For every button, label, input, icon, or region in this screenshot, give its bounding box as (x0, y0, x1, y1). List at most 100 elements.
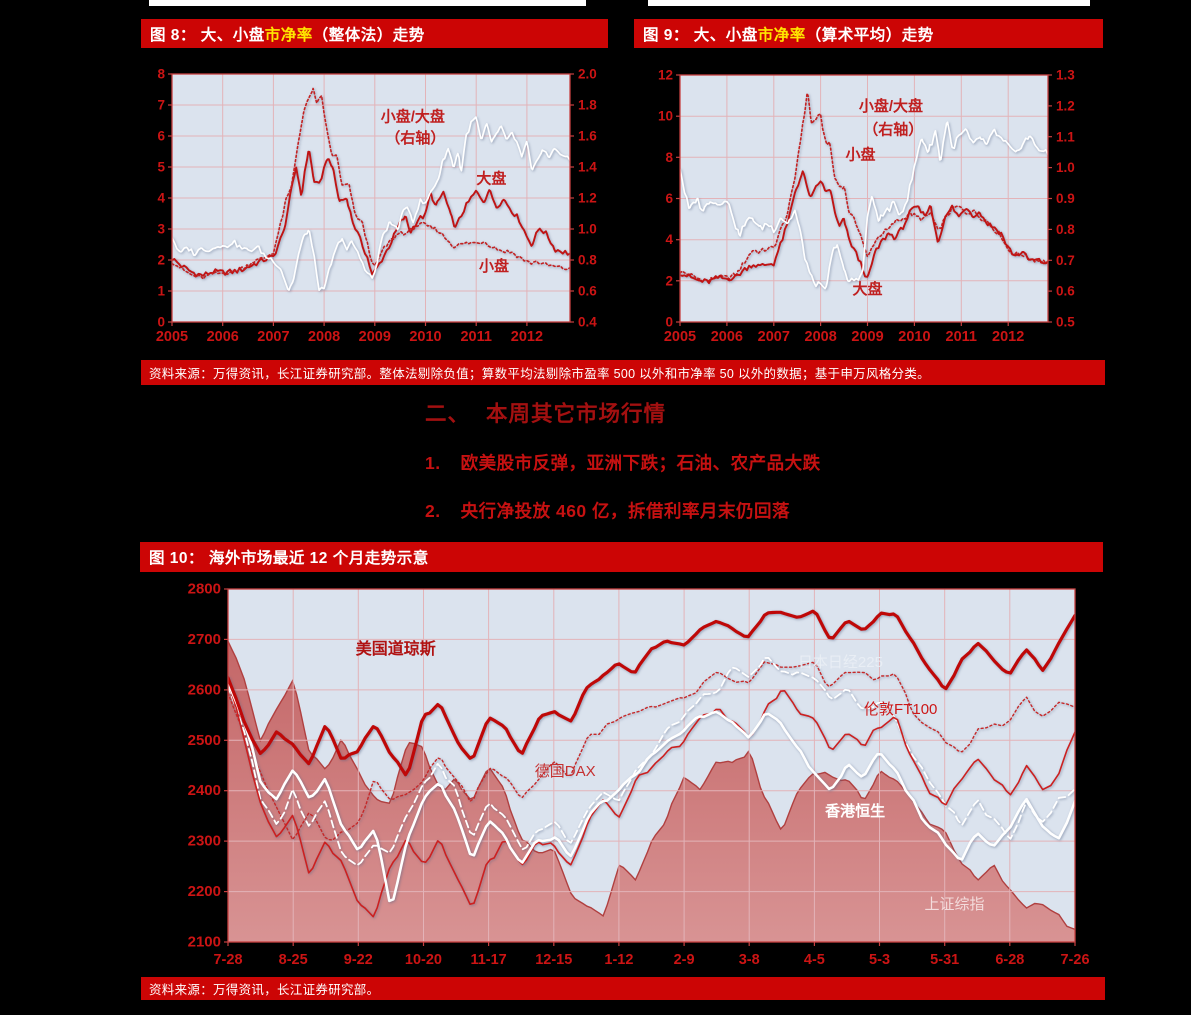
svg-text:0.5: 0.5 (1056, 315, 1075, 330)
source-note-2: 资料来源：万得资讯，长江证券研究部。 (141, 977, 1105, 1000)
svg-text:上证综指: 上证综指 (924, 896, 984, 913)
svg-text:0.8: 0.8 (578, 253, 597, 268)
page-edge-strip-left (149, 0, 586, 6)
svg-text:8: 8 (665, 150, 673, 165)
svg-text:7: 7 (157, 98, 165, 113)
svg-text:0.4: 0.4 (578, 315, 597, 330)
svg-text:10-20: 10-20 (405, 952, 442, 968)
figure9-chart: 0 2 4 6 8 10 12 0.5 0.6 0.7 0.8 0.9 1.0 1.1 1.2 1.3 2005… (658, 68, 1075, 346)
svg-text:5-31: 5-31 (930, 952, 959, 968)
svg-text:2500: 2500 (188, 732, 221, 749)
figure8-title-bar: 图 8： 大、小盘 市净率 （整体法）走势 (141, 19, 608, 48)
svg-text:1.1: 1.1 (1056, 129, 1075, 144)
section-item-2: 2. 央行净投放 460 亿，拆借利率月末仍回落 (425, 498, 790, 523)
svg-text:小盘/大盘: 小盘/大盘 (859, 97, 923, 115)
svg-text:2: 2 (157, 253, 165, 268)
figure8-title-pre: 图 8： 大、小盘 (150, 26, 265, 44)
figure10-chart: 2100 2200 2300 2400 2500 2600 2700 2800 7-28 8-25… (188, 581, 1090, 969)
section-heading-text: 本周其它市场行情 (486, 402, 667, 426)
figure10-title-bar: 图 10： 海外市场最近 12 个月走势示意 (140, 542, 1103, 572)
figure8-chart: 0 1 2 3 4 5 6 7 8 0.4 0.6 0.8 1.0 1.2 1.4 1.6 1.8 2.0 2005… (156, 67, 597, 346)
svg-text:5-3: 5-3 (869, 952, 890, 968)
svg-text:2009: 2009 (851, 329, 883, 345)
section-item-2-text: 央行净投放 460 亿，拆借利率月末仍回落 (460, 501, 791, 521)
svg-text:12: 12 (658, 68, 673, 83)
svg-text:小盘/大盘: 小盘/大盘 (381, 107, 445, 125)
svg-text:伦敦FT100: 伦敦FT100 (864, 701, 937, 718)
svg-text:1.6: 1.6 (578, 129, 597, 144)
figure9-title-pre: 图 9： 大、小盘 (643, 26, 758, 44)
svg-text:4: 4 (665, 232, 673, 247)
svg-text:2006: 2006 (207, 329, 239, 345)
svg-text:2005: 2005 (156, 329, 188, 345)
svg-text:（右轴）: （右轴） (385, 129, 445, 147)
figure8-title-highlight: 市净率 (264, 26, 313, 44)
source-note-2-text: 资料来源：万得资讯，长江证券研究部。 (149, 983, 380, 997)
section-heading-number: 二、 (425, 402, 471, 426)
svg-text:2100: 2100 (188, 934, 221, 951)
svg-text:2: 2 (665, 273, 673, 288)
svg-text:2011: 2011 (946, 329, 977, 345)
svg-text:2012: 2012 (511, 329, 543, 345)
svg-text:2008: 2008 (805, 329, 837, 345)
svg-text:美国道琼斯: 美国道琼斯 (356, 639, 436, 658)
svg-text:10: 10 (658, 109, 673, 124)
svg-text:1.8: 1.8 (578, 98, 597, 113)
svg-text:9-22: 9-22 (344, 952, 373, 968)
figure10-title: 图 10： 海外市场最近 12 个月走势示意 (149, 550, 429, 567)
svg-text:1.3: 1.3 (1056, 68, 1075, 83)
svg-text:8-25: 8-25 (279, 952, 308, 968)
svg-text:2011: 2011 (460, 329, 491, 345)
svg-text:6-28: 6-28 (995, 952, 1024, 968)
svg-text:1: 1 (157, 284, 165, 299)
section-item-1-number: 1. (425, 453, 441, 473)
svg-text:1-12: 1-12 (604, 952, 633, 968)
svg-text:0: 0 (665, 315, 673, 330)
svg-text:0.9: 0.9 (1056, 191, 1075, 206)
svg-text:2300: 2300 (188, 833, 221, 850)
svg-text:3: 3 (157, 222, 165, 237)
svg-text:大盘: 大盘 (853, 280, 883, 298)
figure9-title-highlight: 市净率 (757, 26, 806, 44)
svg-text:6: 6 (157, 129, 165, 144)
svg-text:2007: 2007 (257, 329, 289, 345)
svg-text:2600: 2600 (188, 681, 221, 698)
svg-text:0.7: 0.7 (1056, 253, 1075, 268)
svg-text:1.0: 1.0 (1056, 160, 1075, 175)
page-edge-strip-right (648, 0, 1090, 6)
figure9-title-bar: 图 9： 大、小盘 市净率 （算术平均）走势 (634, 19, 1103, 48)
svg-text:2.0: 2.0 (578, 67, 597, 82)
svg-text:2800: 2800 (188, 581, 221, 598)
svg-text:小盘: 小盘 (479, 257, 509, 275)
svg-text:2010: 2010 (898, 329, 930, 345)
svg-text:2-9: 2-9 (674, 952, 695, 968)
svg-text:2006: 2006 (711, 329, 743, 345)
svg-text:5: 5 (157, 160, 165, 175)
svg-text:2008: 2008 (308, 329, 340, 345)
source-note-1: 资料来源：万得资讯，长江证券研究部。整体法剔除负值；算数平均法剔除市盈率 500… (141, 360, 1105, 385)
svg-text:0.6: 0.6 (578, 284, 597, 299)
section-heading: 二、 本周其它市场行情 (425, 397, 666, 428)
svg-text:4: 4 (157, 191, 165, 206)
figure9-title-post: （算术平均）走势 (805, 26, 934, 44)
svg-text:2005: 2005 (664, 329, 696, 345)
svg-text:2007: 2007 (758, 329, 790, 345)
svg-text:4-5: 4-5 (804, 952, 825, 968)
svg-text:0.6: 0.6 (1056, 284, 1075, 299)
svg-text:小盘: 小盘 (845, 145, 875, 163)
svg-text:7-28: 7-28 (213, 952, 242, 968)
svg-text:（右轴）: （右轴） (863, 121, 923, 139)
svg-text:2200: 2200 (188, 883, 221, 900)
figure8-title-post: （整体法）走势 (312, 26, 425, 44)
svg-text:2400: 2400 (188, 782, 221, 799)
svg-text:8: 8 (157, 67, 165, 82)
svg-text:0: 0 (157, 315, 165, 330)
svg-text:德国DAX: 德国DAX (535, 762, 596, 780)
svg-text:11-17: 11-17 (470, 952, 506, 968)
svg-text:日本日经225: 日本日经225 (798, 654, 883, 671)
source-note-1-text: 资料来源：万得资讯，长江证券研究部。整体法剔除负值；算数平均法剔除市盈率 500… (149, 367, 930, 381)
section-item-1-text: 欧美股市反弹，亚洲下跌；石油、农产品大跌 (460, 453, 821, 473)
svg-text:大盘: 大盘 (476, 169, 506, 187)
svg-text:2009: 2009 (359, 329, 391, 345)
svg-text:12-15: 12-15 (535, 952, 572, 968)
